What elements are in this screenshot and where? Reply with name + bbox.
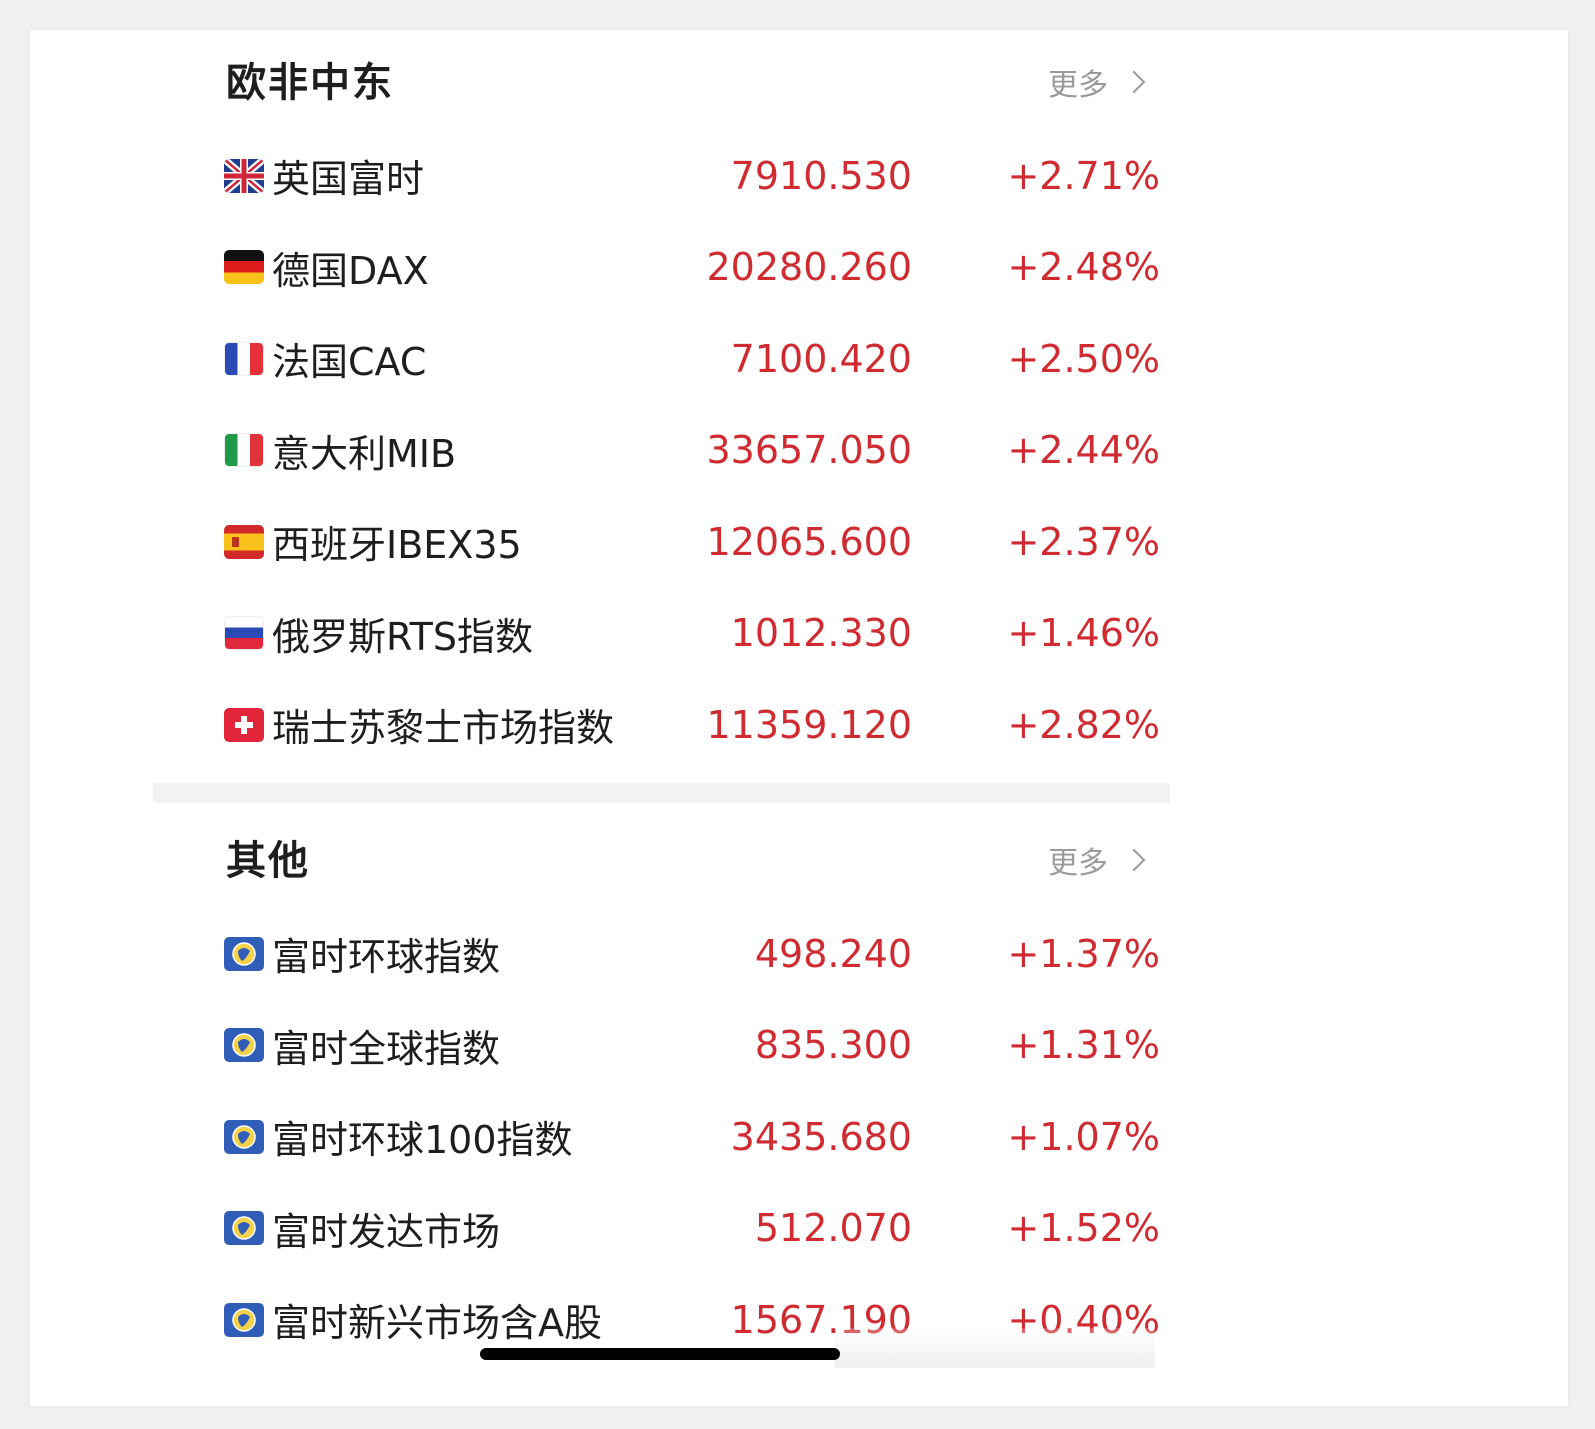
index-change: +2.37%: [1007, 519, 1160, 564]
index-change: +1.37%: [1007, 931, 1160, 976]
index-value: 498.240: [754, 931, 912, 976]
index-value: 512.070: [754, 1206, 912, 1251]
index-value: 1012.330: [730, 611, 912, 656]
index-name: 富时发达市场: [272, 1209, 501, 1254]
index-row-ftse-developed[interactable]: 富时发达市场 512.070 +1.52%: [190, 1183, 1190, 1275]
index-row-france[interactable]: 法国CAC 7100.420 +2.50%: [190, 313, 1190, 405]
more-label: 更多: [1048, 846, 1108, 881]
section-title: 其他: [226, 838, 310, 884]
uk-flag-icon: [224, 158, 264, 193]
section-divider: [153, 783, 1170, 803]
index-change: +2.82%: [1007, 702, 1160, 747]
index-change: +1.31%: [1007, 1023, 1160, 1068]
index-change: +2.44%: [1007, 428, 1160, 473]
germany-flag-icon: [224, 250, 264, 285]
index-name: 意大利MIB: [272, 431, 457, 476]
blur-overlay: [835, 1328, 1155, 1368]
index-value: 11359.120: [706, 702, 913, 747]
index-row-switzerland[interactable]: 瑞士苏黎士市场指数 11359.120 +2.82%: [190, 679, 1190, 771]
index-value: 7100.420: [730, 336, 912, 381]
index-change: +2.50%: [1007, 336, 1160, 381]
italy-flag-icon: [224, 433, 264, 468]
index-change: +1.46%: [1007, 611, 1160, 656]
switzerland-flag-icon: [224, 707, 264, 742]
globe-icon: [224, 1028, 264, 1063]
index-change: +1.52%: [1007, 1206, 1160, 1251]
index-value: 33657.050: [706, 428, 913, 473]
more-button[interactable]: 更多: [1048, 60, 1150, 104]
index-name: 西班牙IBEX35: [272, 523, 522, 568]
index-row-ftse-all-world[interactable]: 富时环球指数 498.240 +1.37%: [190, 908, 1190, 1000]
section-header: 欧非中东 更多: [190, 30, 1190, 130]
index-value: 12065.600: [706, 519, 913, 564]
globe-icon: [224, 1119, 264, 1154]
index-name: 富时新兴市场含A股: [272, 1301, 602, 1346]
globe-icon: [224, 936, 264, 971]
index-value: 20280.260: [706, 245, 913, 290]
index-change: +2.71%: [1007, 153, 1160, 198]
index-name: 俄罗斯RTS指数: [272, 614, 533, 659]
section-emea: 欧非中东 更多 英国富时 7910.530 +2.71%: [190, 30, 1190, 771]
index-row-germany[interactable]: 德国DAX 20280.260 +2.48%: [190, 222, 1190, 314]
index-row-spain[interactable]: 西班牙IBEX35 12065.600 +2.37%: [190, 496, 1190, 588]
more-label: 更多: [1048, 68, 1108, 103]
section-header: 其他 更多: [190, 808, 1190, 908]
more-button[interactable]: 更多: [1048, 838, 1150, 882]
index-name: 英国富时: [272, 157, 425, 202]
index-name: 富时环球指数: [272, 935, 501, 980]
section-other: 其他 更多 富时环球指数 498.240 +1.37%: [190, 808, 1190, 1366]
index-name: 德国DAX: [272, 248, 429, 293]
russia-flag-icon: [224, 616, 264, 651]
index-value: 835.300: [754, 1023, 912, 1068]
index-change: +1.07%: [1007, 1114, 1160, 1159]
index-row-uk[interactable]: 英国富时 7910.530 +2.71%: [190, 130, 1190, 222]
index-row-ftse-all-world-100[interactable]: 富时环球100指数 3435.680 +1.07%: [190, 1091, 1190, 1183]
index-name: 富时全球指数: [272, 1026, 501, 1071]
index-row-italy[interactable]: 意大利MIB 33657.050 +2.44%: [190, 405, 1190, 497]
index-name: 法国CAC: [272, 340, 427, 385]
index-change: +2.48%: [1007, 245, 1160, 290]
chevron-right-icon: [1122, 70, 1146, 94]
spain-flag-icon: [224, 524, 264, 559]
france-flag-icon: [224, 341, 264, 376]
index-name: 富时环球100指数: [272, 1118, 573, 1163]
globe-icon: [224, 1211, 264, 1246]
section-title: 欧非中东: [226, 60, 394, 106]
index-row-ftse-global[interactable]: 富时全球指数 835.300 +1.31%: [190, 1000, 1190, 1092]
market-card: 欧非中东 更多 英国富时 7910.530 +2.71%: [30, 30, 1568, 1406]
chevron-right-icon: [1122, 848, 1146, 872]
index-row-russia[interactable]: 俄罗斯RTS指数 1012.330 +1.46%: [190, 588, 1190, 680]
globe-icon: [224, 1302, 264, 1337]
index-value: 7910.530: [730, 153, 912, 198]
index-name: 瑞士苏黎士市场指数: [272, 706, 615, 751]
home-indicator[interactable]: [480, 1348, 840, 1360]
index-value: 3435.680: [730, 1114, 912, 1159]
